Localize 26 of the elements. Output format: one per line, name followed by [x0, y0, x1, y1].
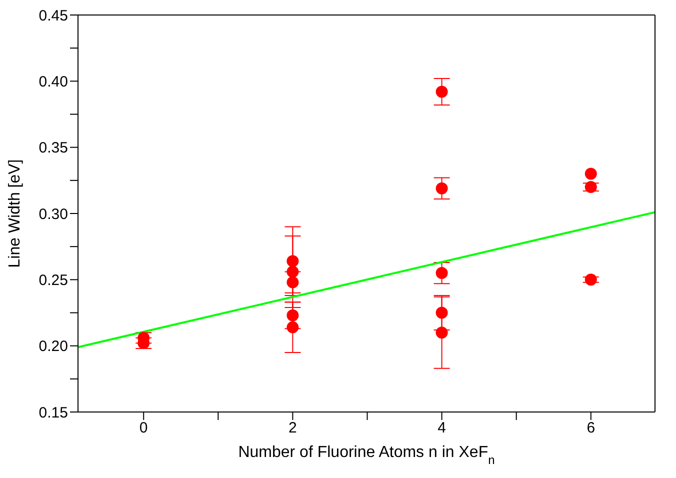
x-tick-label: 6	[586, 420, 596, 437]
point	[436, 267, 448, 280]
point	[584, 274, 597, 286]
y-tick-label: 0.35	[38, 140, 68, 157]
point	[286, 321, 299, 334]
point	[436, 326, 448, 339]
x-tick-label: 4	[438, 420, 446, 437]
point	[584, 181, 597, 194]
y-tick-label: 0.45	[38, 7, 68, 24]
point	[286, 309, 299, 322]
y-axis-title: Line Width [eV]	[6, 159, 24, 268]
y-tick-label: 0.15	[38, 404, 68, 422]
point	[436, 182, 448, 194]
y-tick-label: 0.20	[38, 338, 68, 356]
point	[436, 86, 448, 98]
point	[286, 255, 299, 268]
x-tick-label: 0	[139, 420, 148, 437]
y-tick-label: 0.40	[38, 73, 68, 90]
point	[584, 168, 597, 180]
point	[286, 276, 299, 288]
point	[436, 306, 448, 319]
point	[286, 266, 299, 278]
y-tick-label: 0.25	[38, 272, 68, 289]
x-axis-title: Number of Fluorine Atoms n in XeF$_{n}$	[238, 444, 495, 467]
y-tick-label: 0.30	[38, 206, 68, 223]
x-tick-label: 2	[288, 420, 297, 437]
